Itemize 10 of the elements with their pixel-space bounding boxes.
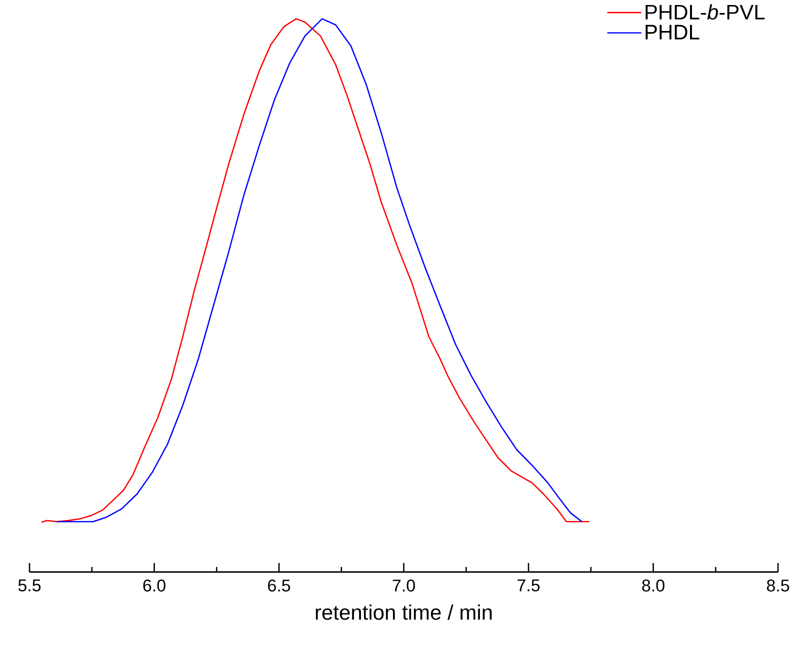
x-tick-label: 8.5 <box>766 580 790 592</box>
x-tick-label: 6.0 <box>143 580 166 592</box>
x-tick-label: 7.0 <box>392 580 415 592</box>
x-tick-label: 6.5 <box>268 580 290 592</box>
x-axis-title: retention time / min <box>316 604 492 620</box>
x-tick-label: 8.0 <box>642 580 664 592</box>
legend-label: PHDL <box>646 24 700 40</box>
x-tick-label: 7.5 <box>518 580 540 592</box>
legend-label: PHDL-b-PVL <box>646 4 765 20</box>
x-tick-label: 5.5 <box>18 580 41 592</box>
